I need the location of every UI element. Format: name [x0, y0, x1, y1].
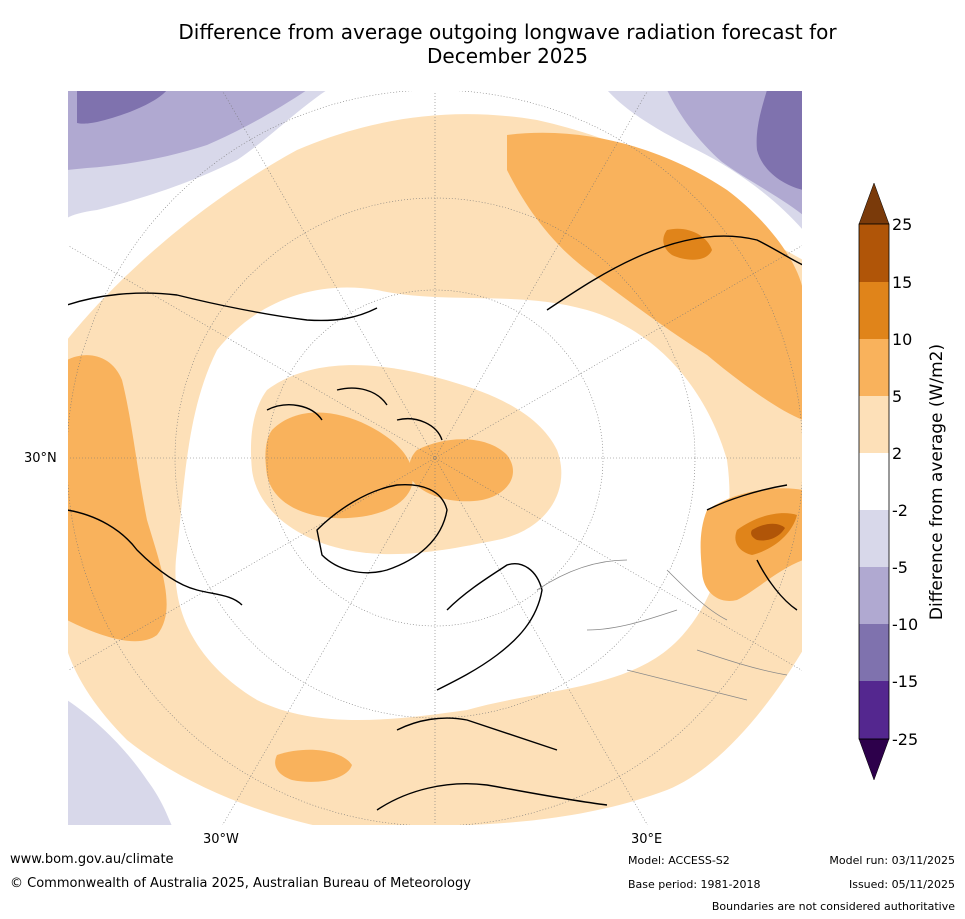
colorbar-band-m10tom15: [859, 624, 889, 681]
colorbar-band-2to5: [859, 396, 889, 453]
title-line-1: Difference from average outgoing longwav…: [178, 20, 837, 44]
chart-title: Difference from average outgoing longwav…: [0, 20, 965, 68]
colorbar-band-m5tom10: [859, 567, 889, 624]
colorbar-band-5to10: [859, 339, 889, 396]
coast-siberia: [546, 235, 804, 311]
coast-mediterranean: [376, 783, 608, 811]
meridian-30w: [221, 89, 649, 827]
colorbar-tick: -10: [892, 615, 918, 634]
colorbar-band-neutral: [859, 453, 889, 510]
colorbar-extend-bottom: [858, 738, 890, 781]
coastlines: [66, 235, 804, 811]
anomaly-region-top-right-m10m15: [756, 90, 803, 190]
coast-europe: [396, 563, 558, 751]
lat-label-30n: 30°N: [24, 451, 57, 466]
coast-arctic-islands: [266, 387, 443, 441]
colorbar-band-10to15: [859, 282, 889, 339]
lon-label-30w: 30°W: [203, 832, 239, 847]
colorbar-tick: -25: [892, 730, 918, 749]
colorbar-extend-top: [858, 182, 890, 225]
meridian-30e: [221, 89, 649, 827]
coast-east-asia: [706, 484, 798, 611]
polar-map: [66, 89, 804, 827]
colorbar-tick: 5: [892, 387, 902, 406]
anomaly-region-west-5to10: [67, 355, 167, 642]
footer-model-run: Model run: 03/11/2025: [829, 854, 955, 867]
colorbar-label: Difference from average (W/m2): [927, 344, 947, 620]
map-svg: [66, 89, 804, 827]
anomaly-region-bottom-left-m2m5: [67, 700, 172, 826]
footer-copyright: © Commonwealth of Australia 2025, Austra…: [10, 876, 471, 891]
coast-north-america: [66, 292, 378, 606]
anomaly-region-arctic-5to10: [265, 412, 413, 519]
colorbar-ticks: 25 15 10 5 2 -2 -5 -10 -15 -25: [892, 215, 918, 749]
meridian-60e: [66, 244, 804, 672]
colorbar-band-m2tom5: [859, 510, 889, 567]
anomaly-region-siberia-10to15: [663, 228, 712, 260]
border-russia-europe: [536, 559, 748, 701]
colorbar-tick: -2: [892, 501, 908, 520]
coast-greenland: [316, 483, 448, 574]
footer-website[interactable]: www.bom.gov.au/climate: [10, 852, 174, 867]
colorbar-tick: 25: [892, 215, 912, 234]
colorbar-tick: 15: [892, 273, 912, 292]
anomaly-region-arctic-5to10-b: [409, 439, 513, 502]
footer-issued: Issued: 05/11/2025: [848, 878, 955, 891]
anomaly-region-siberia-5to10: [507, 132, 803, 421]
meridian-60w: [66, 244, 804, 672]
country-boundaries: [536, 559, 788, 701]
title-line-2: December 2025: [427, 44, 588, 68]
anomaly-region-top-left-m10m15: [77, 90, 167, 124]
colorbar-tick: 2: [892, 444, 902, 463]
map-frame: [67, 90, 803, 826]
anomaly-region-atlantic-5to10: [275, 749, 352, 782]
footer-model: Model: ACCESS-S2: [628, 854, 730, 867]
colorbar-band-m15tom25: [859, 681, 889, 739]
footer-boundaries: Boundaries are not considered authoritat…: [711, 900, 955, 913]
colorbar-outline: [858, 223, 890, 740]
border-china: [666, 569, 788, 676]
anomaly-region-eastasia-15to25: [751, 523, 785, 541]
colorbar-tick: -15: [892, 672, 918, 691]
lat-circle-60: [266, 289, 604, 627]
lon-label-30e: 30°E: [631, 832, 663, 847]
colorbar-band-15to25: [859, 224, 889, 282]
colorbar-tick: -5: [892, 558, 908, 577]
colorbar-tick: 10: [892, 330, 912, 349]
footer-base-period: Base period: 1981-2018: [628, 878, 761, 891]
